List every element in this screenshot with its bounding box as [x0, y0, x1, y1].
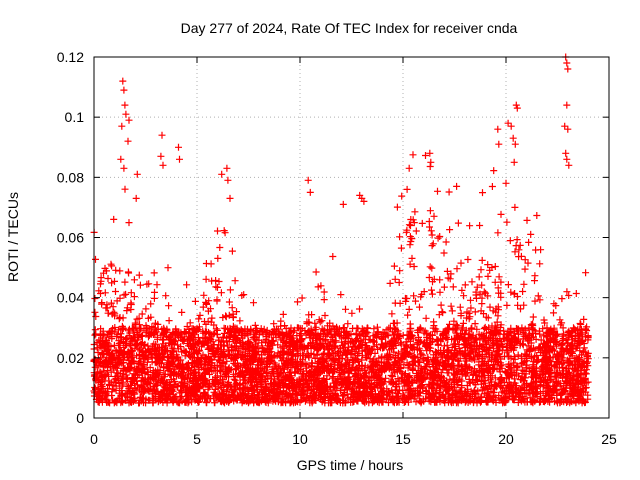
- x-tick-label: 20: [498, 431, 514, 447]
- axis-ticks: [93, 56, 610, 419]
- y-tick-label: 0.04: [57, 290, 84, 306]
- y-tick-label: 0.1: [65, 109, 85, 125]
- y-tick-labels: 0 0.02 0.04 0.06 0.08 0.1 0.12: [57, 49, 84, 426]
- y-tick-label: 0.08: [57, 169, 84, 185]
- y-tick-label: 0: [76, 410, 84, 426]
- x-tick-label: 10: [292, 431, 308, 447]
- roti-data-markers: [90, 53, 592, 407]
- y-axis-label: ROTI / TECUs: [5, 192, 21, 282]
- x-tick-label: 25: [601, 431, 617, 447]
- x-tick-label: 5: [193, 431, 201, 447]
- y-tick-label: 0.12: [57, 49, 84, 65]
- y-tick-label: 0.06: [57, 230, 84, 246]
- x-axis-label: GPS time / hours: [297, 457, 404, 473]
- x-tick-label: 15: [395, 431, 411, 447]
- x-tick-label: 0: [90, 431, 98, 447]
- chart-title: Day 277 of 2024, Rate Of TEC Index for r…: [181, 20, 518, 36]
- scatter-points: [90, 53, 592, 407]
- x-tick-labels: 0 5 10 15 20 25: [90, 431, 617, 447]
- y-tick-label: 0.02: [57, 350, 84, 366]
